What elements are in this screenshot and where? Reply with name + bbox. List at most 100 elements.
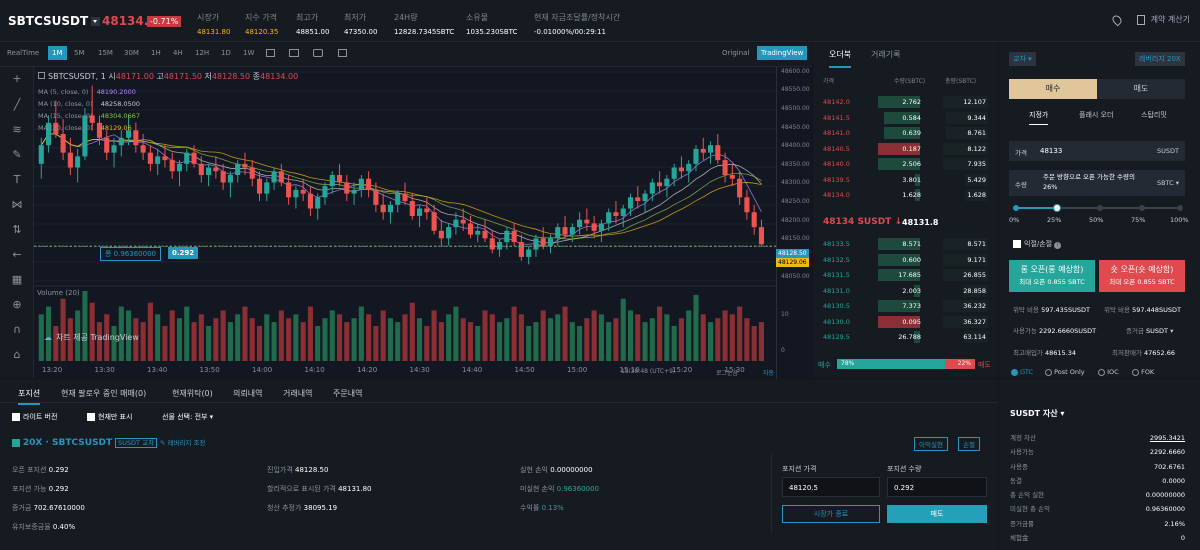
interval-1h[interactable]: 1H	[151, 49, 161, 57]
magnet-icon[interactable]: ∩	[12, 323, 22, 336]
leverage-adjust-link[interactable]: ✎ 레버리지 조정	[159, 439, 206, 447]
eye-icon[interactable]	[38, 72, 45, 79]
tif-ioc[interactable]: IOC	[1098, 368, 1119, 376]
tab-trades[interactable]: 거래기록	[871, 50, 901, 59]
stop-loss-button[interactable]: 손절	[958, 437, 980, 451]
calculator-link[interactable]: 계약 계산기	[1150, 15, 1190, 24]
location-icon[interactable]	[1110, 13, 1123, 26]
tif-gtc[interactable]: GTC	[1011, 368, 1033, 376]
sell-tab[interactable]: 매도	[1097, 79, 1185, 99]
bid-row[interactable]: 48129.5 26.788 63.114	[823, 331, 988, 343]
leverage-button[interactable]: 레버리지 20X	[1135, 52, 1185, 66]
margin-mode-select[interactable]: 교차 ▾	[1009, 52, 1036, 66]
stat-index: 지수 가격 48120.35	[245, 13, 279, 36]
text-icon[interactable]: T	[13, 173, 21, 186]
buy-tab[interactable]: 매수	[1009, 79, 1097, 99]
fib-icon[interactable]: ≋	[12, 123, 22, 136]
candle-body	[649, 182, 655, 194]
settings-icon[interactable]	[289, 49, 299, 57]
qty-slider[interactable]	[1013, 204, 1183, 212]
volume-bar	[606, 322, 612, 361]
crosshair-icon[interactable]: +	[12, 72, 22, 85]
close-price-input[interactable]: 48120.5	[782, 477, 880, 497]
candle-body	[104, 137, 110, 153]
ruler-icon[interactable]: ▦	[11, 273, 23, 286]
ask-row[interactable]: 48142.0 2.762 12.107	[823, 96, 988, 108]
interval-1w[interactable]: 1W	[243, 49, 255, 57]
take-profit-button[interactable]: 이익실현	[914, 437, 948, 451]
slider-handle[interactable]	[1052, 204, 1061, 212]
volume-bar	[475, 326, 481, 361]
type-stoplimit[interactable]: 스탑리밋	[1141, 111, 1167, 119]
tpsl-checkbox[interactable]: 익절/손절 i	[1013, 239, 1062, 249]
tab-order-history[interactable]: 의뢰내역	[233, 389, 263, 398]
pattern-icon[interactable]: ⋈	[11, 198, 23, 211]
lock-icon[interactable]: ⌂	[13, 348, 21, 361]
interval-4h[interactable]: 4H	[173, 49, 183, 57]
tab-open-orders[interactable]: 현재위탁(0)	[172, 389, 213, 398]
open-long-button[interactable]: 롱 오픈(롱 예상함) 최대 오픈 0.855 SBTC	[1009, 260, 1095, 292]
ask-row[interactable]: 48134.0 1.628 1.628	[823, 189, 988, 201]
ask-row[interactable]: 48140.5 0.187 8.122	[823, 142, 988, 155]
tif-postonly[interactable]: Post Only	[1045, 368, 1085, 376]
calculator-icon[interactable]	[1137, 14, 1146, 25]
candle-body	[315, 197, 321, 209]
tab-following[interactable]: 현재 팔로우 중인 매매(0)	[61, 389, 147, 398]
bid-row[interactable]: 48133.5 8.571 8.571	[823, 238, 988, 250]
realtime-button[interactable]: RealTime	[7, 49, 40, 57]
ask-row[interactable]: 48141.5 0.584 9.344	[823, 111, 988, 124]
brush-icon[interactable]: ✎	[12, 148, 22, 161]
ask-row[interactable]: 48139.5 3.801 5.429	[823, 173, 988, 186]
qty-input[interactable]: 수량 주문 방향으로 오픈 가능한 수량의 26% SBTC ▾	[1009, 170, 1185, 196]
ask-row[interactable]: 48140.0 2.506 7.935	[823, 158, 988, 170]
tab-order-list[interactable]: 주문내역	[333, 389, 363, 398]
interval-5m[interactable]: 5M	[74, 49, 85, 57]
assets-title[interactable]: SUSDT 자산 ▾	[1010, 409, 1065, 418]
lite-checkbox[interactable]: 라이트 버전	[12, 412, 57, 422]
close-qty-input[interactable]: 0.292	[887, 477, 987, 497]
interval-1d[interactable]: 1D	[221, 49, 231, 57]
original-button[interactable]: Original	[722, 49, 750, 57]
measure-icon[interactable]: ⇅	[12, 223, 22, 236]
price-input[interactable]: 가격 48133 SUSDT	[1009, 141, 1185, 161]
open-short-button[interactable]: 숏 오픈(숏 예상함) 최대 오픈 0.855 SBTC	[1099, 260, 1185, 292]
interval-12h[interactable]: 12H	[195, 49, 210, 57]
margin-currency[interactable]: 증거금 SUSDT ▾	[1126, 327, 1174, 335]
interval-30m[interactable]: 30M	[124, 49, 139, 57]
bid-row[interactable]: 48130.0 0.095 36.327	[823, 315, 988, 328]
indicator-icon[interactable]	[266, 49, 275, 57]
position-line-label[interactable]: 롱 0.96360000	[100, 247, 161, 261]
bid-row[interactable]: 48131.0 2.003 28.858	[823, 284, 988, 297]
bid-row[interactable]: 48130.5 7.373 36.232	[823, 300, 988, 312]
tif-fok[interactable]: FOK	[1132, 368, 1154, 376]
interval-15m[interactable]: 15M	[98, 49, 113, 57]
trendline-icon[interactable]: ╱	[13, 98, 21, 111]
candle-body	[511, 230, 517, 243]
tab-trade-history[interactable]: 거래내역	[283, 389, 313, 398]
log-scale-toggle[interactable]: 로그눈금	[716, 370, 739, 377]
tab-orderbook[interactable]: 오더북	[829, 49, 852, 68]
bid-row[interactable]: 48131.5 17.685 26.855	[823, 269, 988, 281]
interval-1m[interactable]: 1M	[48, 46, 67, 60]
type-limit[interactable]: 지정가	[1029, 110, 1049, 125]
current-only-checkbox[interactable]: 현재만 표시	[87, 412, 132, 422]
back-arrow-icon[interactable]: ←	[12, 248, 22, 261]
auto-scale-toggle[interactable]: 자동	[763, 370, 775, 377]
type-flash[interactable]: 플래시 오더	[1079, 111, 1114, 119]
candlestick-chart[interactable]	[34, 67, 776, 363]
zoom-icon[interactable]: ⊕	[12, 298, 22, 311]
camera-icon[interactable]	[313, 49, 323, 57]
chart-area[interactable]: RealTime 1M 5M 15M 30M 1H 4H 12H 1D 1W O…	[0, 43, 812, 387]
futures-filter[interactable]: 선물 선택: 전부 ▾	[162, 413, 214, 421]
symbol-selector[interactable]: SBTCSUSDT	[8, 14, 101, 28]
ask-row[interactable]: 48141.0 0.639 8.761	[823, 127, 988, 139]
candle-body	[256, 178, 263, 194]
volume-bar	[591, 310, 597, 361]
fullscreen-icon[interactable]	[338, 49, 347, 57]
tab-positions[interactable]: 포지션	[18, 388, 41, 405]
market-close-button[interactable]: 시장가 종료	[782, 505, 880, 523]
volume-bar	[446, 314, 452, 361]
close-sell-button[interactable]: 매도	[887, 505, 987, 523]
bid-row[interactable]: 48132.5 0.600 9.171	[823, 253, 988, 266]
tradingview-button[interactable]: TradingView	[757, 46, 808, 60]
